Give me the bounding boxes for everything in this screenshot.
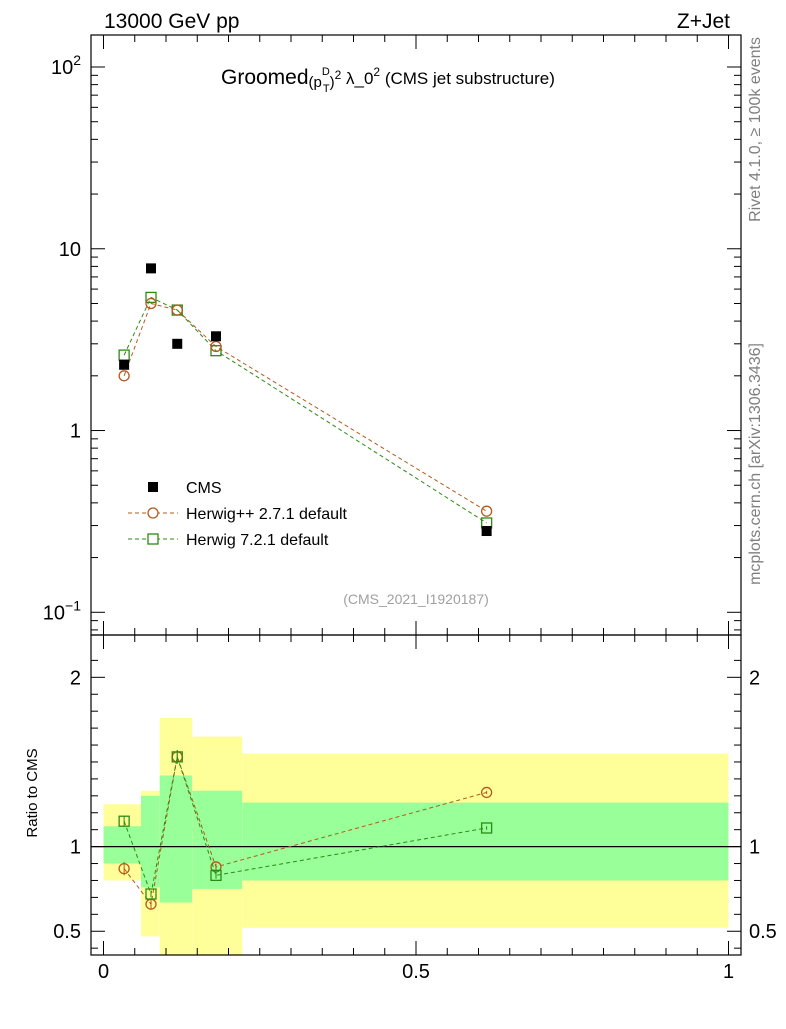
legend-herwigpp-marker <box>147 507 159 519</box>
title-word: Groomed <box>221 66 309 89</box>
main-series <box>118 263 493 537</box>
mcplots-label: mcplots.cern.ch [arXiv:1306.3436] <box>747 343 764 585</box>
main-point-s0-4 <box>481 526 492 537</box>
main-ytick-label: 10−1 <box>43 597 81 624</box>
main-ytick-label: 102 <box>51 52 81 79</box>
main-point-s1-2 <box>171 304 183 316</box>
ytick-base: 1 <box>70 421 81 443</box>
main-point-s1-4 <box>480 505 493 517</box>
plot-title: Groomed(pD T)2 λ_02 (CMS jet substructure… <box>221 65 555 95</box>
main-point-s1-1 <box>145 297 157 310</box>
ratio-band-green <box>159 775 193 903</box>
title-base: (p <box>309 74 322 91</box>
ytick-base: 10 <box>43 602 65 624</box>
main-point-s2-3 <box>210 345 222 357</box>
main-point-s1-3 <box>210 340 222 353</box>
ratio-point-s1-0 <box>118 815 130 827</box>
main-series-line-1 <box>123 302 487 512</box>
main-point-s0-1 <box>146 263 156 274</box>
main-point-s2-1 <box>145 291 157 304</box>
ratio-point-s0-4 <box>480 786 493 799</box>
ratio-ytick-label: 1 <box>70 837 81 859</box>
rivet-label: Rivet 4.1.0, ≥ 100k events <box>747 37 764 222</box>
ratio-point-s1-3 <box>210 869 222 882</box>
legend-cms-label: CMS <box>186 480 222 497</box>
title-close: ) <box>330 74 335 91</box>
ratio-band-green <box>141 795 160 888</box>
main-point-s0-3 <box>211 331 221 342</box>
title-lambda: λ_0 <box>341 69 373 88</box>
legend-cms-marker <box>148 482 158 492</box>
ratio-ytick-label: 2 <box>70 667 81 689</box>
energy-label: 13000 GeV pp <box>104 10 239 33</box>
title-sub-t: T <box>323 83 330 95</box>
title-sup-d: D <box>322 66 330 78</box>
legend: CMS Herwig++ 2.7.1 default Herwig 7.2.1 … <box>128 480 348 549</box>
ratio-panel-frame <box>90 634 742 956</box>
ratio-point-s1-4 <box>480 822 493 834</box>
ratio-ytick-label-right: 0.5 <box>749 921 777 943</box>
process-label: Z+Jet <box>677 10 730 33</box>
ytick-base: 10 <box>59 239 81 261</box>
ytick-exponent: −1 <box>65 597 81 613</box>
xtick-label: 0 <box>98 961 109 983</box>
ratio-ytick-label: 0.5 <box>53 921 81 943</box>
title-sup-3: 2 <box>373 65 380 79</box>
main-ytick-label: 1 <box>70 421 81 443</box>
main-point-s0-0 <box>119 359 130 370</box>
ratio-point-s0-0 <box>118 862 130 875</box>
title-rest: (CMS jet substructure) <box>380 69 555 88</box>
ratio-band-green <box>103 826 141 864</box>
legend-herwig7-marker <box>147 533 159 545</box>
ratio-band-green <box>192 790 243 889</box>
ratio-series-line-0 <box>123 754 487 906</box>
legend-herwig7-label: Herwig 7.2.1 default <box>186 532 329 549</box>
main-ytick-label: 10 <box>59 239 81 261</box>
main-series-line-2 <box>123 296 487 524</box>
analysis-id: (CMS_2021_I1920187) <box>343 591 489 607</box>
title-sup-2: 2 <box>335 68 342 82</box>
ratio-point-s0-3 <box>210 861 222 873</box>
ratio-point-s1-2 <box>171 751 183 763</box>
ratio-bands <box>103 717 729 955</box>
xtick-label: 0.5 <box>402 961 430 983</box>
ratio-ylabel: Ratio to CMS <box>24 748 41 837</box>
ratio-axes: 0.5 0.5 1 1 2 2 0 0.5 1 <box>53 635 777 983</box>
main-point-s0-2 <box>172 338 183 349</box>
ratio-series <box>118 750 493 910</box>
ratio-point-s1-1 <box>145 888 157 900</box>
ratio-ytick-label-right: 2 <box>749 667 760 689</box>
ratio-point-s0-1 <box>145 898 157 910</box>
ratio-ytick-label-right: 1 <box>749 837 760 859</box>
xtick-label: 1 <box>723 961 734 983</box>
ytick-base: 10 <box>51 57 73 79</box>
ratio-band-green <box>242 802 729 881</box>
ytick-exponent: 2 <box>73 52 81 68</box>
main-point-s1-0 <box>118 370 130 382</box>
legend-herwigpp-label: Herwig++ 2.7.1 default <box>186 506 348 523</box>
